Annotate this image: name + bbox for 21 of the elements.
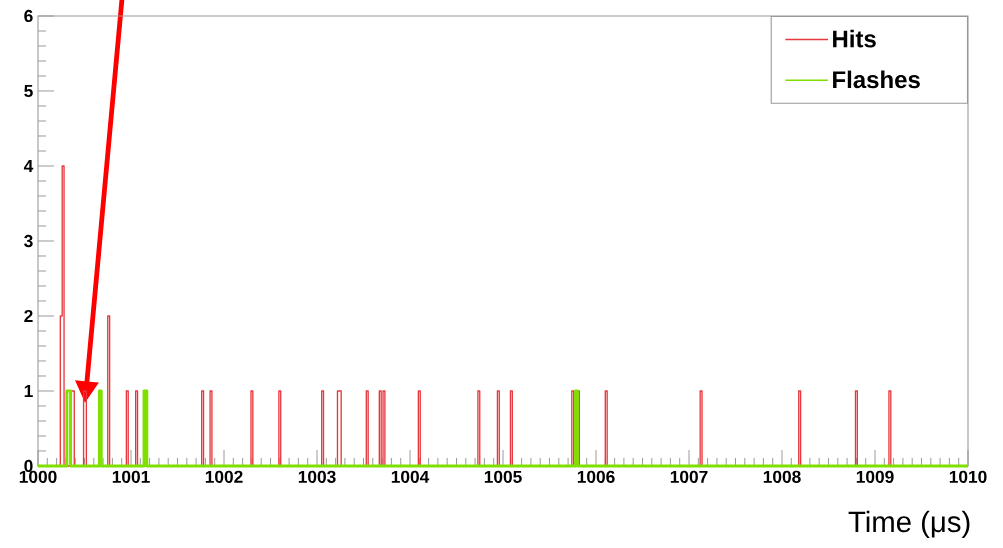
y-tick-label: 4 (23, 160, 34, 172)
x-tick-label: 1009 (856, 470, 894, 483)
y-tick-label: 2 (24, 309, 33, 323)
x-tick-label: 1002 (205, 470, 243, 483)
x-tick-label: 1004 (391, 470, 430, 483)
x-tick-label: 1008 (763, 470, 801, 483)
x-tick-label: 1007 (670, 470, 708, 483)
x-tick-label: 1006 (577, 470, 615, 483)
x-tick-label: 1003 (298, 470, 336, 483)
y-tick-label: 1 (24, 385, 33, 397)
legend-label: Hits (833, 29, 876, 48)
x-tick-label: 1001 (112, 470, 150, 483)
y-tick-label: 3 (24, 234, 33, 248)
y-tick-label: 0 (24, 459, 33, 473)
x-tick-label: 1005 (484, 470, 522, 483)
x-tick-label: 1010 (949, 470, 987, 483)
x-axis-title: Time (μs) (848, 510, 970, 539)
y-tick-label: 6 (24, 9, 33, 23)
y-tick-label: 5 (24, 84, 33, 98)
legend-label: Flashes (833, 70, 920, 89)
x-tick-label: 1000 (19, 470, 57, 483)
